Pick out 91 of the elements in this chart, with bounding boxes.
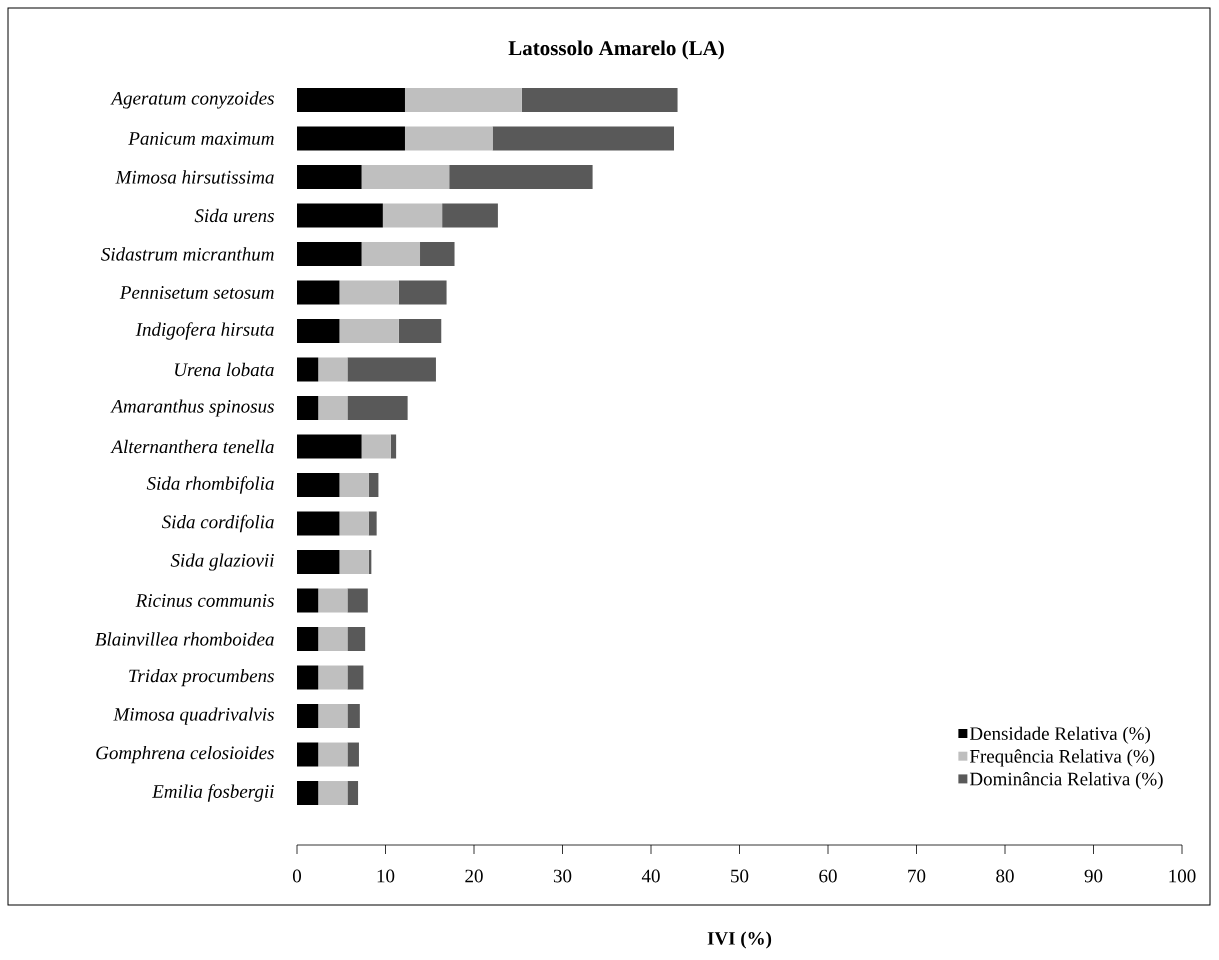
bar xyxy=(347,588,368,613)
bar xyxy=(442,203,498,228)
y-tick-label: Indigofera hirsuta xyxy=(135,322,274,340)
bar xyxy=(339,550,369,574)
x-tick-label: 30 xyxy=(553,869,572,883)
bar xyxy=(339,318,399,343)
bar xyxy=(347,665,364,690)
bar xyxy=(297,704,319,729)
x-tick-label: 0 xyxy=(292,869,302,883)
bar xyxy=(398,318,442,343)
chart-title: Latossolo Amarelo (LA) xyxy=(508,40,724,60)
bar xyxy=(347,357,436,382)
bar xyxy=(347,395,408,420)
bar xyxy=(318,665,348,690)
bar xyxy=(361,241,421,266)
bar xyxy=(347,704,360,729)
x-tick-label: 60 xyxy=(819,869,837,883)
bar xyxy=(398,280,447,305)
bar xyxy=(382,203,443,228)
bar xyxy=(347,781,359,806)
y-tick-label: Ageratum conyzoides xyxy=(110,91,274,109)
y-tick-label: Amaranthus spinosus xyxy=(110,399,274,417)
bar xyxy=(361,434,391,459)
bar xyxy=(297,588,319,613)
bar xyxy=(318,627,348,652)
bar xyxy=(297,550,340,574)
y-tick-label: Sida glaziovii xyxy=(170,553,274,571)
y-tick-label: Urena lobata xyxy=(175,362,274,377)
bar xyxy=(339,511,369,536)
x-tick-label: 40 xyxy=(641,869,660,883)
y-tick-label: Blainvillea rhomboidea xyxy=(95,632,274,646)
bar xyxy=(297,280,340,305)
y-tick-label: Sida rhombifolia xyxy=(146,476,274,494)
bar xyxy=(297,395,319,420)
y-tick-label: Tridax procumbens xyxy=(129,668,274,687)
x-tick-label: 80 xyxy=(996,869,1014,883)
y-tick-label: Sidastrum micranthum xyxy=(101,247,274,261)
x-tick-label: 90 xyxy=(1084,869,1103,883)
bar xyxy=(347,742,359,767)
bar xyxy=(297,357,319,382)
bar xyxy=(297,511,340,536)
bar xyxy=(404,126,493,151)
legend-label: Dominância Relativa (%) xyxy=(969,772,1163,790)
bar xyxy=(297,742,319,767)
x-tick-label: 100 xyxy=(1169,869,1196,883)
bar xyxy=(297,434,362,459)
bar xyxy=(297,241,362,266)
bar xyxy=(318,395,348,420)
y-tick-label: Sida urens xyxy=(194,208,274,223)
bar xyxy=(297,473,340,497)
bar xyxy=(368,473,379,497)
y-tick-label: Mimosa quadrivalvis xyxy=(113,707,274,725)
bar xyxy=(297,665,319,690)
bar xyxy=(449,164,593,189)
bar xyxy=(318,588,348,613)
y-tick-label: Sida cordifolia xyxy=(161,514,274,533)
bar xyxy=(318,704,348,729)
x-tick-label: 70 xyxy=(908,869,926,883)
bar xyxy=(297,87,405,112)
y-tick-label: Alternanthera tenella xyxy=(110,439,274,454)
y-tick-label: Mimosa hirsutissima xyxy=(115,170,274,184)
bar xyxy=(368,511,377,536)
x-tick-label: 10 xyxy=(377,869,395,883)
bar xyxy=(492,126,675,151)
x-tick-label: 20 xyxy=(465,869,483,883)
bar xyxy=(297,318,340,343)
bar xyxy=(347,627,366,652)
bar xyxy=(318,742,348,767)
bar xyxy=(521,87,678,112)
y-tick-label: Panicum maximum xyxy=(128,132,274,145)
y-tick-label: Ricinus communis xyxy=(135,594,274,607)
bar xyxy=(297,627,319,652)
bar xyxy=(297,203,383,228)
y-tick-label: Gomphrena celosioides xyxy=(96,745,274,764)
bar xyxy=(297,781,319,806)
bar xyxy=(404,87,522,112)
bar xyxy=(339,473,369,497)
bar xyxy=(339,280,399,305)
x-axis-title: IVI (%) xyxy=(707,931,772,949)
x-tick-label: 50 xyxy=(731,869,749,883)
legend-label: Frequência Relativa (%) xyxy=(969,749,1155,767)
bar xyxy=(361,164,450,189)
bar xyxy=(297,126,405,151)
bar xyxy=(420,241,455,266)
bar xyxy=(318,357,348,382)
bar xyxy=(318,781,348,806)
bar xyxy=(390,434,397,459)
y-tick-label: Emilia fosbergii xyxy=(151,784,274,802)
bar xyxy=(297,164,362,189)
legend-label: Densidade Relativa (%) xyxy=(969,726,1151,744)
y-tick-label: Pennisetum setosum xyxy=(119,286,274,299)
